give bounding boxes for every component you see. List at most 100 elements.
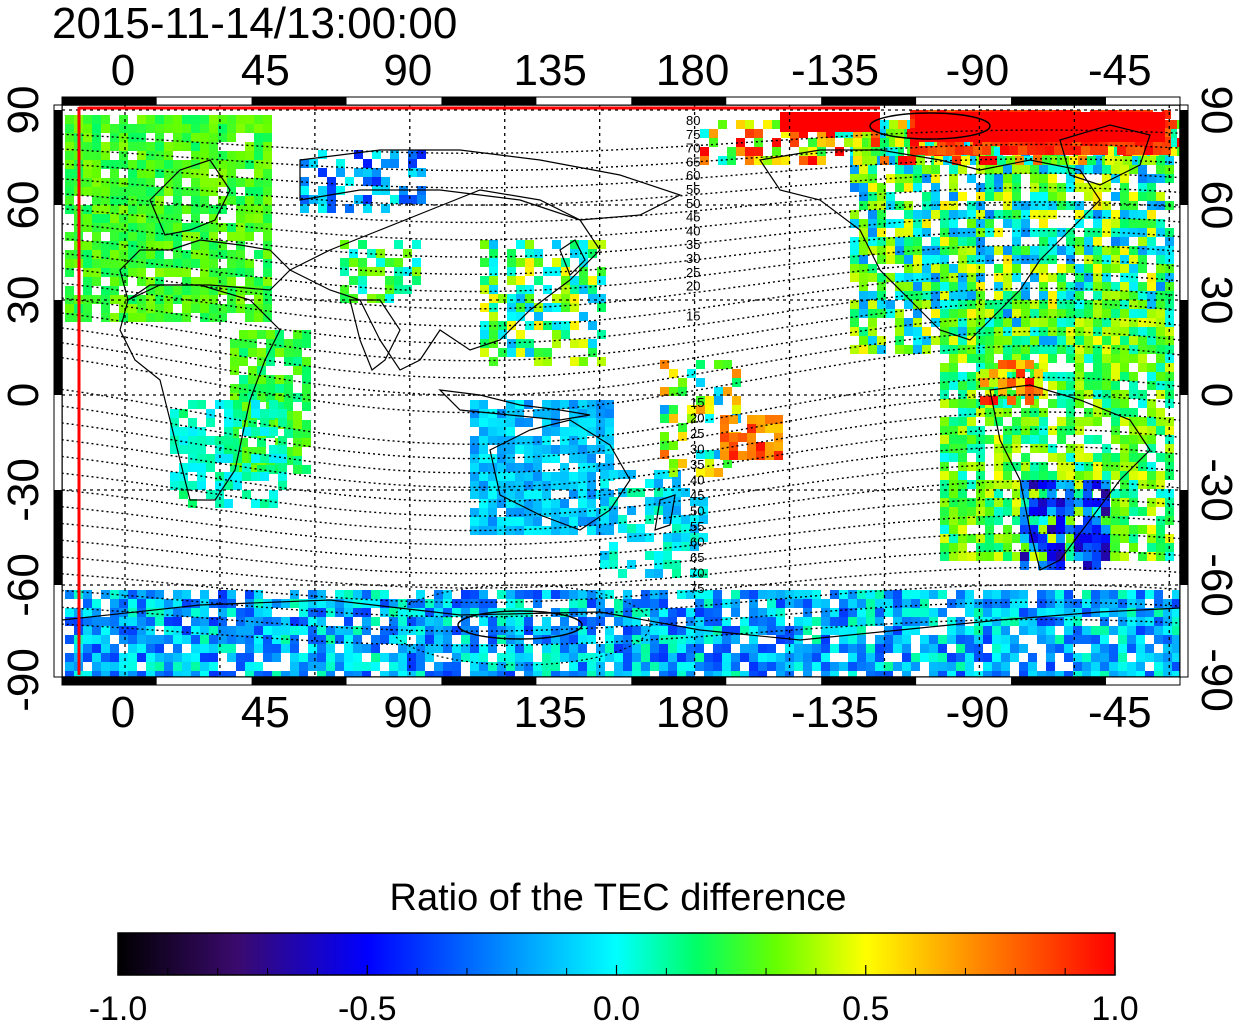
tec-cell [1156,489,1165,498]
tec-cell [636,488,645,497]
tec-cell [65,304,74,313]
tec-cell [605,409,614,418]
tec-cell [931,165,940,174]
tec-cell [1129,408,1138,417]
tec-cell [179,427,188,436]
tec-cell [569,427,578,436]
tec-cell [245,178,254,187]
tec-cell [713,653,722,662]
tec-cell [263,259,272,268]
tec-cell [1012,309,1021,318]
tec-cell [1129,309,1138,318]
tec-cell [1064,653,1073,662]
tec-cell [551,517,560,526]
tec-cell [976,489,985,498]
tec-cell [776,626,785,635]
tec-cell [507,312,516,321]
tec-cell [309,159,318,168]
tec-cell [275,348,284,357]
tec-cell [668,644,677,653]
tec-cell [958,309,967,318]
tec-cell [1091,626,1100,635]
tec-cell [985,192,994,201]
tec-cell [470,590,479,599]
tec-cell [479,662,488,671]
tec-cell [281,617,290,626]
tec-cell [1056,534,1065,543]
tec-cell [600,551,609,560]
tec-cell [506,671,515,677]
tec-cell [1012,246,1021,255]
tec-cell [1109,644,1118,653]
tec-cell [868,336,877,345]
tec-cell [1168,120,1177,129]
tec-cell [498,294,507,303]
tec-cell [754,147,763,156]
tec-cell [344,644,353,653]
tec-cell [1147,246,1156,255]
tec-cell [913,345,922,354]
tec-cell [1066,174,1075,183]
tec-cell [1003,327,1012,336]
tec-cell [164,635,173,644]
tec-cell [729,451,738,460]
tec-cell [1054,146,1063,155]
tec-cell [398,635,407,644]
tec-cell [534,303,543,312]
tec-cell [985,498,994,507]
tec-cell [967,318,976,327]
tec-cell [868,246,877,255]
tec-cell [1156,246,1165,255]
tec-cell [515,653,524,662]
tec-cell [1003,309,1012,318]
tec-cell [516,240,525,249]
tec-cell [889,147,898,156]
tec-cell [254,286,263,295]
tec-cell [668,635,677,644]
tec-cell [260,418,269,427]
contour-line [62,445,1180,503]
tec-cell [1147,183,1156,192]
tec-cell [910,119,919,128]
tec-cell [1084,327,1093,336]
tec-cell [1033,156,1042,165]
tec-cell [1156,192,1165,201]
tec-cell [949,210,958,219]
tec-cell [570,240,579,249]
tec-cell [209,214,218,223]
tec-cell [317,590,326,599]
tec-cell [218,608,227,617]
colorbar-tick-label: -0.5 [338,990,397,1024]
tec-cell [922,273,931,282]
tec-cell [949,507,958,516]
tec-cell [754,138,763,147]
tec-cell [353,635,362,644]
left-lat-label: -90 [0,648,48,712]
tec-cell [488,472,497,481]
tec-cell [407,662,416,671]
tec-cell [704,599,713,608]
tec-cell [317,635,326,644]
tec-cell [233,409,242,418]
tec-cell [738,451,747,460]
tec-cell [200,160,209,169]
tec-cell [318,204,327,213]
tec-cell [188,481,197,490]
tec-cell [902,590,911,599]
tec-cell [614,635,623,644]
tec-cell [515,517,524,526]
tec-cell [349,249,358,258]
left-lat-label: 90 [0,86,48,135]
tec-cell [1039,219,1048,228]
tec-cell [155,653,164,662]
tec-cell [859,174,868,183]
tec-cell [560,644,569,653]
tec-cell [1101,489,1110,498]
tec-cell [1047,525,1056,534]
tec-cell [101,590,110,599]
tec-cell [83,286,92,295]
tec-cell [119,608,128,617]
tec-cell [904,327,913,336]
tec-cell [236,617,245,626]
